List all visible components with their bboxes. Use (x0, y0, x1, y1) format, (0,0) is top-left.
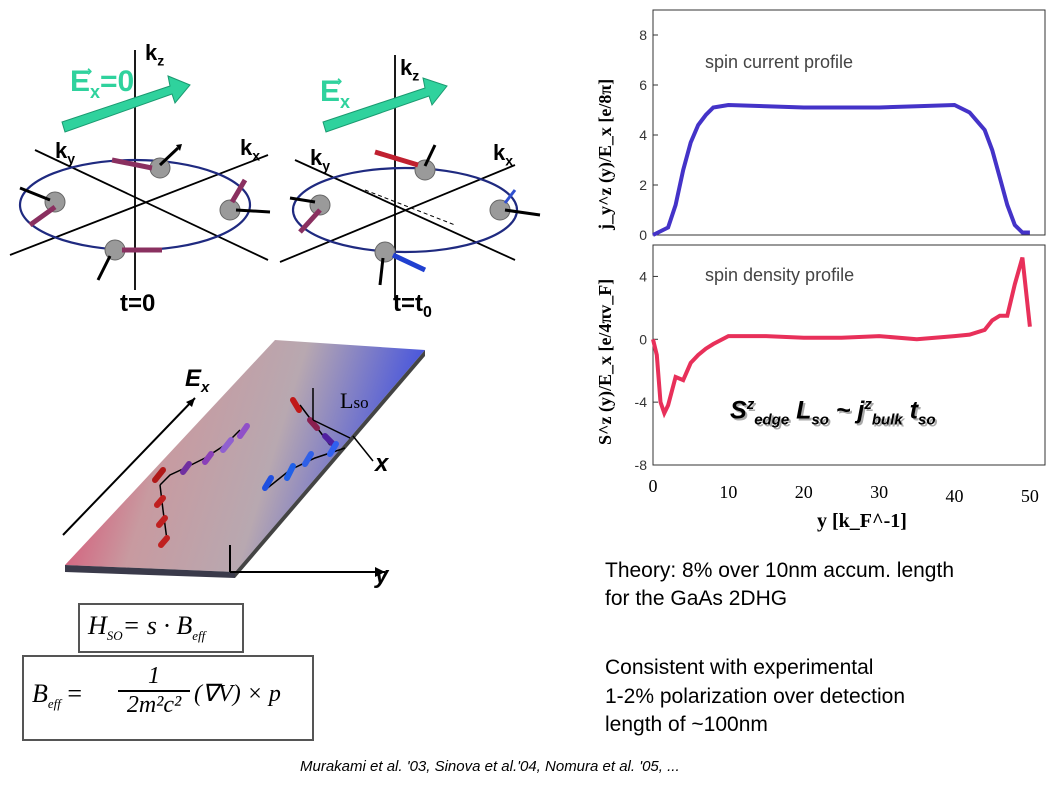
top-y-axis-label: j_y^z (y)/E_x [e/8π] (595, 78, 615, 230)
experiment-line-3: length of ~100nm (605, 713, 768, 736)
experiment-line-1: Consistent with experimental (605, 656, 874, 679)
theory-line-1: Theory: 8% over 10nm accum. length (605, 559, 955, 582)
x-tick-label: 30 (870, 482, 888, 502)
x-axis-label: y [k_F^-1] (817, 510, 907, 532)
hall-bar-diagram: Ex Lso x y (55, 340, 425, 590)
hso-formula-box: HSO= s · Beff (78, 603, 244, 653)
y-tick-label: -8 (635, 457, 648, 473)
theory-line-2: for the GaAs 2DHG (605, 587, 788, 610)
strip-field-label: Ex (185, 365, 210, 396)
y-tick-label: 4 (639, 127, 647, 143)
field-direction-line (62, 397, 196, 536)
hall-bar-surface (65, 340, 425, 572)
profiles-chart: 0 2 4 6 8 -8 -4 0 4 0 10 20 30 40 50 (635, 9, 1046, 506)
bottom-plot-frame (652, 244, 1046, 466)
y-tick-label: 0 (639, 227, 647, 243)
kz-label: kz (145, 40, 165, 69)
kz-label-b: kz (400, 55, 420, 84)
spin-density-series (651, 257, 1032, 419)
ky-axis-line (9, 154, 269, 256)
x-tick-label: 40 (946, 486, 964, 506)
y-tick-label: -4 (635, 394, 648, 410)
beff-formula-box: Beff = 1 2m²c² (∇V) × p (22, 655, 314, 741)
experiment-line-2: 1-2% polarization over detection (605, 685, 906, 708)
bottom-chart-title: spin density profile (705, 265, 855, 285)
field-label: ⟶ Ex=0 (70, 63, 135, 102)
panel-a-drawing (9, 50, 271, 290)
citation: Murakami et al. '03, Sinova et al.'04, N… (300, 758, 680, 775)
hall-bar-drawing (62, 340, 425, 578)
panel-b-drawing (279, 55, 541, 300)
panel-a-k-space-diagram: kz kx ky ⟶ Ex=0 t=0 (0, 0, 290, 330)
field-arrow-b (322, 77, 448, 133)
bottom-y-axis-label: S^z (y)/E_x [e/4πv_F] (595, 278, 615, 445)
kx-axis-line (34, 149, 269, 261)
spin-left (44, 191, 66, 213)
x-tick-label: 50 (1021, 486, 1039, 506)
beff-fraction: 1 2m²c² (118, 663, 190, 719)
relation-annotation: Szedge Lso ~ jzbulk tso (730, 396, 936, 429)
ky-label-b: ky (310, 145, 331, 174)
y-tick-label: 0 (639, 331, 647, 347)
x-tick-label: 20 (795, 482, 813, 502)
beff-lhs: Beff = (32, 679, 83, 712)
panel-b-k-space-diagram: kz kx ky ⟶ Ex t=t0 (275, 0, 565, 330)
kx-label-b: kx (493, 140, 514, 169)
spin-top-force (111, 157, 153, 171)
y-tick-label: 2 (639, 177, 647, 193)
x-tick-label: 10 (719, 482, 737, 502)
time-label: t=0 (120, 290, 156, 317)
y-tick-label: 6 (639, 77, 647, 93)
time-label-b: t=t0 (393, 290, 432, 321)
lso-label: Lso (340, 388, 369, 413)
hso-formula: HSO= s · Beff (88, 611, 206, 644)
spin-current-series (652, 102, 1030, 237)
electric-field-arrow (61, 75, 191, 133)
top-chart-title: spin current profile (705, 52, 854, 72)
beff-rest: (∇V) × p (194, 681, 281, 707)
x-axis-label: x (375, 450, 389, 477)
y-axis-label: y (375, 562, 389, 589)
y-tick-label: 8 (639, 27, 647, 43)
top-plot-frame (652, 9, 1046, 236)
spin-top-arrow (158, 146, 180, 167)
spin-top (149, 157, 171, 179)
kx-label: kx (240, 135, 261, 164)
y-tick-label: 4 (639, 268, 647, 284)
field-label-b: ⟶ Ex (320, 73, 351, 112)
charts-area: 0 2 4 6 8 -8 -4 0 4 0 10 20 30 40 50 spin current pr… (595, 0, 1058, 545)
x-tick-label: 0 (649, 476, 658, 496)
ky-label: ky (55, 138, 76, 167)
